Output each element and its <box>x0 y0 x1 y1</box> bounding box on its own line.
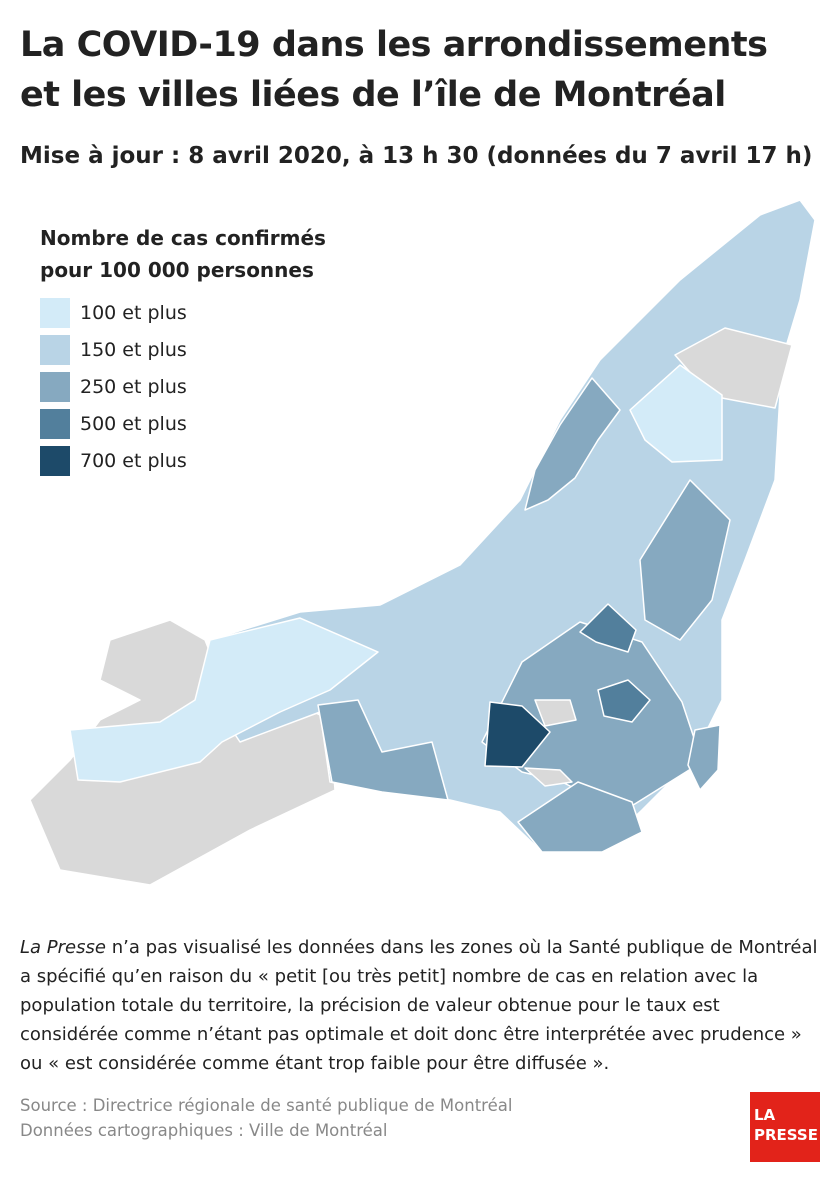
district <box>317 699 449 801</box>
legend-title: Nombre de cas confirmés pour 100 000 per… <box>40 222 326 286</box>
district <box>484 701 551 768</box>
legend-swatch <box>40 446 70 476</box>
legend-item: 250 et plus <box>40 372 187 402</box>
legend-label: 250 et plus <box>80 376 187 398</box>
source-line: Données cartographiques : Ville de Montr… <box>20 1121 388 1140</box>
district <box>524 377 621 511</box>
legend-item: 500 et plus <box>40 409 187 439</box>
legend-label: 150 et plus <box>80 339 187 361</box>
title-line: et les villes liées de l’île de Montréal <box>20 75 726 115</box>
note-line: ou « est considérée comme étant trop fai… <box>20 1053 610 1074</box>
legend-swatch <box>40 409 70 439</box>
district <box>69 617 379 783</box>
logo: LA PRESSE <box>750 1092 820 1162</box>
legend-swatch <box>40 298 70 328</box>
title-line: La COVID-19 dans les arrondissements <box>20 25 768 65</box>
source: Source : Directrice régionale de santé p… <box>20 1093 512 1143</box>
note: La Presse n’a pas visualisé les données … <box>20 933 820 1078</box>
district <box>687 724 721 791</box>
district <box>517 781 643 853</box>
logo-line: PRESSE <box>754 1126 818 1144</box>
note-lead: La Presse <box>20 937 106 958</box>
no-data-area <box>524 767 573 787</box>
district <box>597 679 651 723</box>
logo-line: LA <box>754 1106 776 1124</box>
legend-label: 700 et plus <box>80 450 187 472</box>
source-line: Source : Directrice régionale de santé p… <box>20 1096 513 1115</box>
legend-label: 100 et plus <box>80 302 187 324</box>
district <box>579 603 637 653</box>
legend-item: 100 et plus <box>40 298 187 328</box>
note-line: La Presse n’a pas visualisé les données … <box>20 933 820 962</box>
legend-swatch <box>40 335 70 365</box>
legend-label: 500 et plus <box>80 413 187 435</box>
district <box>629 364 723 463</box>
note-line: considérée comme n’étant pas optimale et… <box>20 1024 802 1045</box>
title: La COVID-19 dans les arrondissements et … <box>20 20 768 120</box>
note-line: a spécifié qu’en raison du « petit [ou t… <box>20 966 759 987</box>
legend-title-line: Nombre de cas confirmés <box>40 226 326 250</box>
legend-item: 700 et plus <box>40 446 187 476</box>
legend-item: 150 et plus <box>40 335 187 365</box>
no-data-area <box>534 699 577 727</box>
note-text: n’a pas visualisé les données dans les z… <box>111 937 818 958</box>
subtitle: Mise à jour : 8 avril 2020, à 13 h 30 (d… <box>20 143 813 169</box>
legend-title-line: pour 100 000 personnes <box>40 258 314 282</box>
district <box>639 479 731 641</box>
legend-swatch <box>40 372 70 402</box>
note-line: population totale du territoire, la préc… <box>20 995 720 1016</box>
